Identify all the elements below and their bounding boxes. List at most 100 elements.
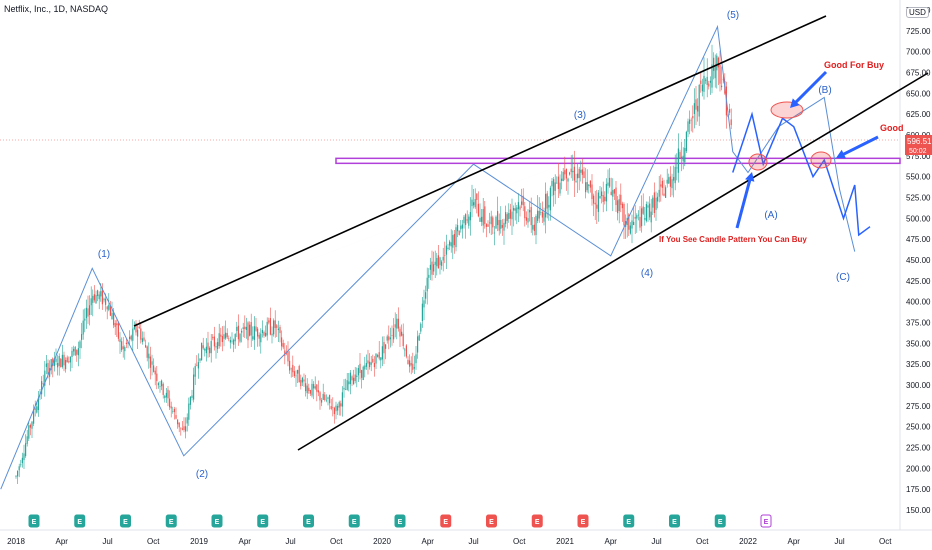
- candle: [287, 341, 289, 367]
- candle: [274, 310, 276, 338]
- candle: [164, 394, 166, 403]
- candle: [577, 163, 579, 193]
- candle: [233, 338, 235, 353]
- candle: [397, 307, 399, 332]
- candle: [629, 222, 631, 235]
- earnings-event-icon[interactable]: E: [623, 514, 635, 528]
- candle: [503, 218, 505, 245]
- earnings-event-icon[interactable]: E: [714, 514, 726, 528]
- candle: [145, 339, 147, 348]
- candle: [709, 76, 711, 95]
- candle: [63, 351, 65, 372]
- candle: [348, 372, 350, 392]
- candle: [228, 335, 230, 342]
- candle: [511, 198, 513, 235]
- candle: [402, 323, 404, 350]
- candle: [197, 353, 199, 379]
- earnings-event-icon[interactable]: E: [486, 514, 497, 528]
- buy-zone-circle[interactable]: [810, 151, 832, 169]
- candle: [492, 215, 494, 235]
- candle: [249, 321, 251, 337]
- candle: [381, 336, 383, 367]
- candle: [92, 289, 94, 317]
- earnings-event-icon[interactable]: E: [303, 514, 314, 528]
- candle: [242, 322, 244, 338]
- candle: [257, 326, 259, 347]
- arrow-annotation[interactable]: [836, 135, 879, 159]
- earnings-event-icon[interactable]: E: [394, 514, 406, 528]
- earnings-event-icon[interactable]: E: [165, 514, 177, 528]
- arrow-annotation[interactable]: [790, 70, 828, 108]
- earnings-event-icon[interactable]: E: [257, 514, 269, 528]
- candle: [282, 339, 284, 350]
- candle: [106, 305, 108, 320]
- earnings-event-icon[interactable]: E: [440, 514, 452, 528]
- earnings-event-icon[interactable]: E: [28, 514, 40, 528]
- buy-zone-circle[interactable]: [748, 153, 768, 171]
- y-tick-label: 250.00: [906, 423, 931, 432]
- candle: [345, 378, 347, 391]
- candle: [207, 331, 209, 358]
- earnings-event-icon[interactable]: E: [74, 514, 86, 528]
- arrow-annotation[interactable]: [735, 172, 755, 229]
- earnings-event-icon[interactable]: E: [211, 514, 223, 528]
- candle: [585, 167, 587, 199]
- candle: [685, 130, 687, 154]
- wave-label: (5): [727, 10, 739, 21]
- candle: [645, 201, 647, 223]
- candle: [516, 204, 518, 225]
- candle: [596, 189, 598, 224]
- candle: [676, 153, 678, 181]
- candle: [124, 345, 126, 360]
- candle: [657, 192, 659, 209]
- earnings-event-icon[interactable]: E: [348, 514, 360, 528]
- y-tick-label: 550.00: [906, 173, 931, 182]
- trendline[interactable]: [133, 15, 827, 327]
- candle: [170, 401, 172, 418]
- candle: [668, 173, 670, 185]
- candle: [319, 391, 321, 410]
- earnings-event-icon[interactable]: E: [531, 514, 543, 528]
- wave-label: (C): [836, 272, 850, 283]
- candle: [717, 56, 719, 86]
- candle: [173, 406, 175, 420]
- candle: [586, 169, 588, 193]
- earnings-event-icon[interactable]: E: [577, 514, 589, 528]
- candle: [77, 341, 79, 367]
- candle: [234, 333, 236, 349]
- wave-label: (4): [641, 268, 653, 279]
- currency-badge[interactable]: USD: [906, 7, 929, 18]
- svg-text:E: E: [77, 519, 82, 526]
- candle: [169, 390, 171, 410]
- earnings-event-icon[interactable]: E: [669, 514, 680, 528]
- candle: [276, 324, 278, 338]
- candle: [621, 201, 623, 222]
- candle: [252, 326, 254, 341]
- svg-text:E: E: [489, 519, 494, 526]
- candle: [423, 289, 425, 320]
- earnings-event-icon[interactable]: E: [760, 514, 772, 528]
- candle: [599, 186, 601, 200]
- candle: [268, 317, 270, 325]
- candle: [506, 212, 508, 229]
- candle: [533, 217, 535, 236]
- trendline[interactable]: [297, 72, 929, 451]
- candle: [476, 193, 478, 214]
- candle: [653, 182, 655, 218]
- candle: [364, 356, 366, 378]
- candle: [135, 320, 137, 336]
- y-tick-label: 375.00: [906, 319, 931, 328]
- candle: [25, 434, 27, 458]
- earnings-event-icon[interactable]: E: [120, 514, 131, 528]
- x-tick-label: Jul: [285, 537, 295, 546]
- candle: [300, 374, 302, 390]
- candle: [236, 321, 238, 338]
- candle: [716, 53, 718, 89]
- candle: [597, 189, 599, 222]
- candle: [185, 417, 187, 439]
- candle: [313, 381, 315, 400]
- candle: [53, 351, 55, 372]
- candle: [20, 459, 22, 468]
- candle: [189, 395, 191, 410]
